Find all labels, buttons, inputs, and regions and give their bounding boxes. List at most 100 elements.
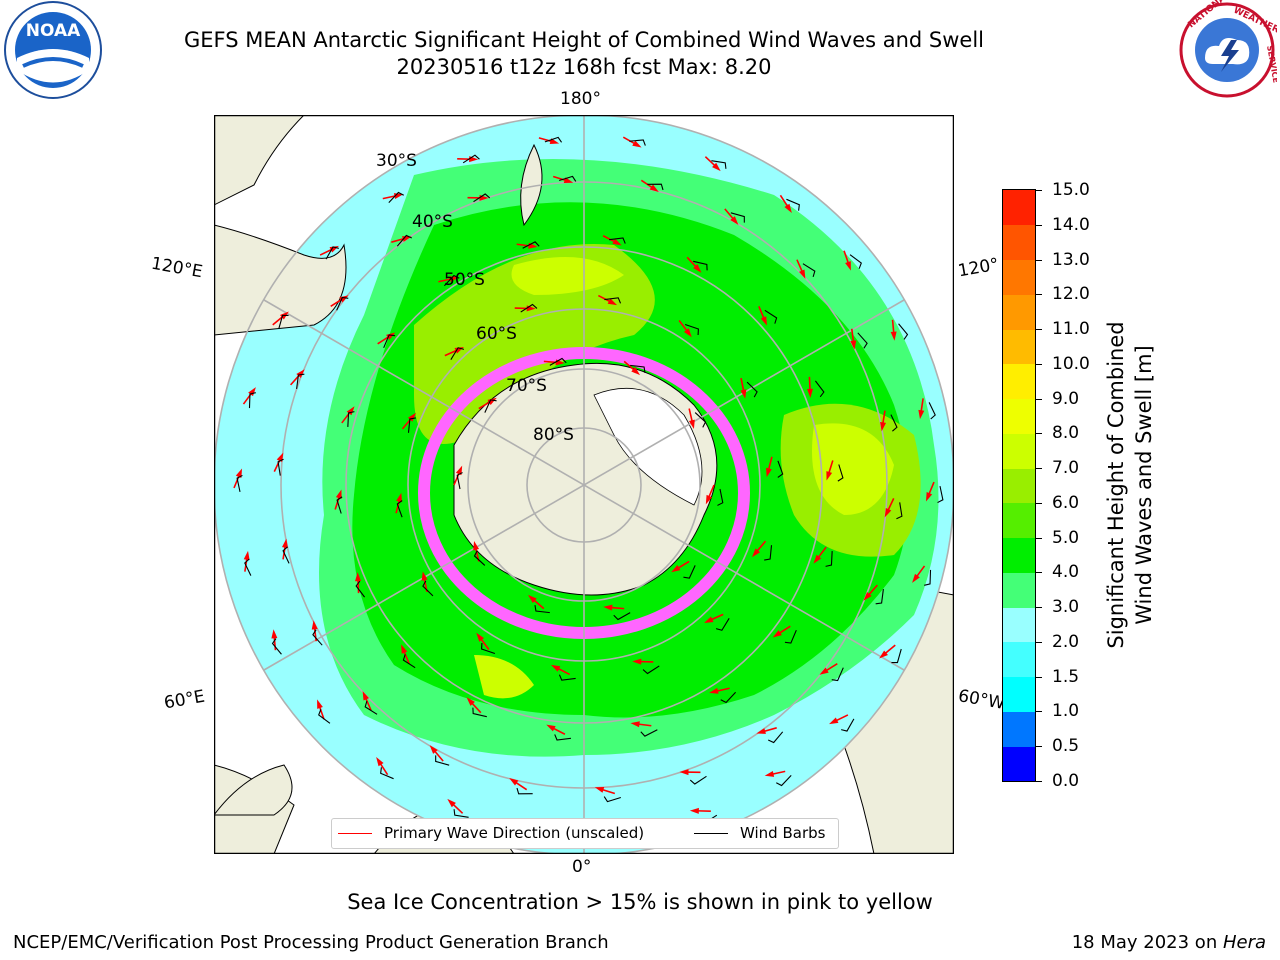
wind-barb: [364, 700, 378, 715]
wind-barb: [896, 502, 903, 520]
wind-barb: [435, 755, 450, 766]
legend-wave-label: Primary Wave Direction (unscaled): [384, 824, 645, 842]
wind-barb: [396, 234, 413, 247]
colorbar-tick-label: 9.0: [1052, 388, 1080, 409]
colorbar-tick-label: 8.0: [1052, 423, 1080, 444]
wind-barb: [814, 380, 825, 398]
map-legend: Primary Wave Direction (unscaled) Wind B…: [331, 818, 839, 849]
wave-direction-arrowhead: [476, 632, 485, 642]
wave-direction-arrowhead: [473, 540, 480, 551]
legend-wave-direction: Primary Wave Direction (unscaled): [338, 824, 644, 842]
wind-barb: [689, 775, 707, 785]
wind-barb: [890, 414, 898, 432]
wind-barb: [875, 589, 884, 605]
wave-direction-arrowhead: [466, 697, 475, 706]
wave-direction-arrowhead: [819, 667, 829, 675]
wave-direction-arrowhead: [509, 778, 519, 786]
wave-direction-arrowhead: [760, 316, 767, 326]
colorbar-tick-mark: [1036, 781, 1042, 782]
wind-barb: [802, 263, 816, 278]
wind-barb: [937, 485, 944, 504]
wave-direction-arrowhead: [396, 492, 402, 503]
wind-barb: [336, 496, 343, 514]
wind-barb: [347, 411, 355, 427]
colorbar-swatches: [1003, 190, 1035, 782]
wave-direction-arrowhead: [884, 507, 892, 518]
sea-ice-caption: Sea Ice Concentration > 15% is shown in …: [347, 890, 933, 914]
lon-label-60e: 60°E: [162, 686, 207, 714]
wave-direction-arrowhead: [386, 332, 396, 340]
colorbar-tick-label: 0.0: [1052, 771, 1080, 791]
lat-label-40: 40°S: [412, 212, 453, 232]
wind-barb: [558, 674, 576, 681]
wind-barb: [549, 357, 567, 366]
wind-barb: [642, 665, 660, 675]
wave-direction-arrowhead: [850, 340, 857, 350]
wind-barb: [296, 373, 305, 389]
colorbar: [1002, 189, 1036, 782]
wave-direction-arrowhead: [362, 691, 369, 701]
wave-direction-arrowhead: [632, 140, 642, 148]
wind-barb: [312, 629, 323, 646]
wind-barb: [383, 334, 396, 349]
wind-barb: [407, 417, 416, 433]
wave-direction-arrowhead: [730, 216, 739, 225]
wave-direction-arrowhead: [688, 419, 695, 430]
colorbar-ticks: 15.0 14.0 13.0 12.0 11.0 10.0 9.0 8.0 7.0 6.0 5.0 4…: [1036, 180, 1116, 791]
lon-label-180: 180°: [560, 89, 601, 109]
wave-direction-arrowhead: [447, 798, 456, 808]
wave-direction-arrowhead: [429, 745, 438, 754]
wave-direction-arrowhead: [925, 492, 933, 502]
lon-label-0: 0°: [572, 857, 592, 877]
wind-barb: [825, 551, 833, 567]
wind-barb: [684, 324, 699, 336]
wave-direction-arrowhead: [612, 238, 622, 246]
wind-barb: [928, 402, 936, 420]
wind-barb: [715, 618, 730, 631]
wind-barb: [473, 550, 486, 566]
wind-barb: [396, 500, 403, 518]
noaa-logo-text: NOAA: [26, 21, 81, 41]
wave-direction-arrowhead: [550, 664, 561, 672]
wind-barb: [481, 642, 496, 654]
wind-barb: [516, 787, 533, 795]
wave-direction-arrowhead: [880, 421, 887, 432]
wave-direction-arrowhead: [756, 728, 766, 734]
colorbar-tick-mark: [1036, 294, 1042, 296]
colorbar-tick-mark: [1036, 572, 1042, 574]
colorbar-swatch: [1003, 502, 1035, 539]
colorbar-swatch: [1003, 537, 1035, 573]
wind-barb: [336, 296, 349, 311]
wave-direction-arrowhead: [784, 203, 792, 213]
colorbar-tick-label: 7.0: [1052, 458, 1080, 479]
wind-barb: [717, 488, 724, 506]
wind-barb: [777, 460, 784, 478]
wave-direction-arrowhead: [704, 616, 714, 623]
wind-barb: [647, 183, 664, 191]
colorbar-label-line1: Significant Height of Combined: [1104, 321, 1128, 649]
wind-barb: [603, 796, 621, 803]
wave-direction-arrowhead: [845, 261, 851, 271]
lon-label-60w: 60°W: [956, 686, 1007, 714]
wind-barb: [786, 198, 800, 211]
wave-direction-arrowhead: [487, 397, 497, 405]
colorbar-swatch: [1003, 607, 1035, 643]
lat-label-80: 80°S: [533, 425, 574, 445]
colorbar-tick-mark: [1036, 607, 1042, 609]
wave-direction-arrowhead: [271, 629, 278, 639]
wind-barb: [318, 709, 331, 724]
legend-wind-label: Wind Barbs: [740, 824, 826, 842]
wind-barb: [450, 347, 465, 360]
wind-barb: [746, 381, 758, 398]
wave-direction-arrowhead: [243, 550, 250, 561]
wave-direction-arrowhead: [335, 489, 342, 499]
wave-direction-arrowhead: [689, 807, 699, 814]
wind-barb: [236, 474, 243, 493]
wave-direction-arrowhead: [709, 687, 719, 694]
wave-direction-arrowhead: [879, 650, 888, 659]
wind-barb: [613, 612, 631, 621]
wave-direction-arrowhead: [594, 787, 605, 793]
colorbar-swatch: [1003, 190, 1035, 226]
wave-direction-arrowhead: [751, 548, 761, 558]
wind-barb: [473, 193, 491, 203]
